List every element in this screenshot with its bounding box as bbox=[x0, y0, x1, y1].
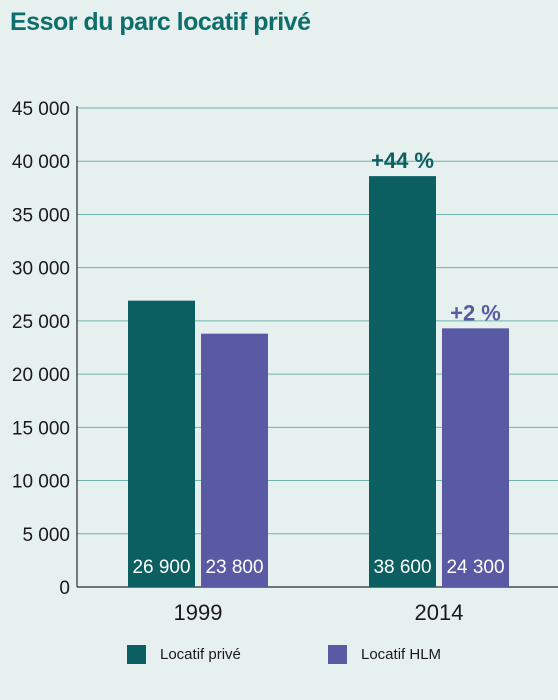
y-tick-label: 10 000 bbox=[12, 472, 70, 493]
bar-2014-0 bbox=[369, 176, 436, 587]
legend-swatch-prive bbox=[127, 645, 146, 664]
y-tick-label: 5 000 bbox=[22, 525, 70, 546]
data-labels: 26 900 23 800 38 600 24 300 +44 % +2 % bbox=[132, 148, 504, 578]
bar-2014-1 bbox=[442, 328, 509, 587]
y-tick-label: 25 000 bbox=[12, 312, 70, 333]
legend-swatch-hlm bbox=[328, 645, 347, 664]
y-tick-label: 0 bbox=[59, 578, 70, 599]
legend-label-prive: Locatif privé bbox=[160, 646, 241, 663]
change-annotation: +44 % bbox=[371, 148, 434, 173]
change-annotation: +2 % bbox=[450, 300, 501, 325]
legend-item-prive: Locatif privé bbox=[127, 645, 241, 664]
legend-label-hlm: Locatif HLM bbox=[361, 646, 442, 663]
bar-1999-0 bbox=[128, 300, 195, 587]
bar-value-label: 38 600 bbox=[373, 557, 431, 578]
bar-value-label: 26 900 bbox=[132, 557, 190, 578]
y-tick-label: 30 000 bbox=[12, 259, 70, 280]
y-tick-label: 40 000 bbox=[12, 152, 70, 173]
x-tick-label: 2014 bbox=[415, 600, 464, 625]
legend: Locatif privé Locatif HLM bbox=[0, 645, 558, 675]
chart-title: Essor du parc locatif privé bbox=[10, 8, 311, 36]
y-tick-label: 35 000 bbox=[12, 205, 70, 226]
bar-chart: 0 5 000 10 000 15 000 20 000 25 000 30 000 35 0… bbox=[12, 99, 558, 625]
legend-item-hlm: Locatif HLM bbox=[328, 645, 441, 664]
bar-1999-1 bbox=[201, 333, 268, 587]
x-axis: 1999 2014 bbox=[174, 600, 464, 625]
x-tick-label: 1999 bbox=[174, 600, 223, 625]
bar-value-label: 23 800 bbox=[205, 557, 263, 578]
y-tick-label: 15 000 bbox=[12, 418, 70, 439]
y-tick-label: 45 000 bbox=[12, 99, 70, 120]
bars bbox=[128, 176, 509, 587]
y-tick-label: 20 000 bbox=[12, 365, 70, 386]
bar-value-label: 24 300 bbox=[446, 557, 504, 578]
y-axis: 0 5 000 10 000 15 000 20 000 25 000 30 000 35 0… bbox=[12, 99, 558, 599]
